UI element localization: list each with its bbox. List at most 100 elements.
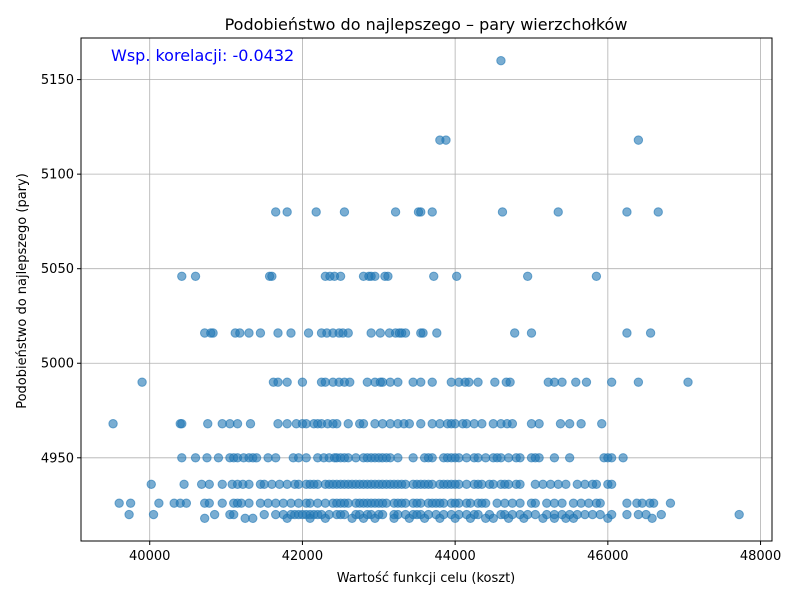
data-point <box>124 509 134 520</box>
data-point <box>390 207 401 217</box>
data-point <box>273 419 283 429</box>
data-point <box>251 453 262 463</box>
data-point <box>366 328 376 338</box>
data-point <box>534 453 544 463</box>
data-point <box>633 377 644 387</box>
data-point <box>603 513 613 524</box>
data-point <box>383 271 393 281</box>
data-point <box>404 513 415 524</box>
data-point <box>271 453 281 463</box>
y-axis-label: Podobieństwo do najlepszego (pary) <box>15 173 30 409</box>
data-point <box>509 328 520 338</box>
data-point <box>245 419 256 429</box>
data-point <box>282 377 292 387</box>
x-tick-label: 42000 <box>282 549 323 564</box>
data-point <box>339 207 350 217</box>
data-point <box>181 498 192 508</box>
data-point <box>320 513 331 524</box>
correlation-annotation: Wsp. korelacji: -0.0432 <box>111 46 294 65</box>
data-point <box>496 55 506 66</box>
data-point <box>591 271 602 281</box>
data-point <box>480 498 491 508</box>
data-point <box>488 513 499 524</box>
data-point <box>370 513 380 524</box>
data-point <box>648 498 659 508</box>
data-point <box>213 453 224 463</box>
data-point <box>377 509 388 520</box>
data-point <box>232 419 243 429</box>
data-point <box>503 513 514 524</box>
data-point <box>248 513 258 524</box>
data-point <box>204 498 214 508</box>
data-point <box>435 513 445 524</box>
data-point <box>190 271 201 281</box>
data-point <box>477 419 487 429</box>
data-point <box>622 498 632 508</box>
data-point <box>473 509 483 520</box>
data-point <box>564 419 575 429</box>
data-point <box>515 498 525 508</box>
data-point <box>393 377 403 387</box>
data-point <box>597 419 607 429</box>
data-point <box>418 328 428 338</box>
data-point <box>441 135 451 145</box>
data-point <box>347 513 357 524</box>
tick-labels: 40000 42000 44000 46000 48000 4950 5000 5050 510… <box>41 73 781 564</box>
data-point <box>429 271 439 281</box>
data-point <box>375 328 386 338</box>
data-point <box>591 479 602 489</box>
x-tick-label: 46000 <box>587 549 628 564</box>
data-point <box>209 509 220 520</box>
data-point <box>282 513 292 524</box>
data-point <box>507 419 518 429</box>
data-point <box>595 509 605 520</box>
data-point <box>311 207 321 217</box>
data-point <box>618 453 628 463</box>
data-point <box>235 328 245 338</box>
data-point <box>271 207 281 217</box>
data-point <box>297 377 308 387</box>
data-point <box>549 513 560 524</box>
data-point <box>451 271 462 281</box>
data-point <box>343 419 353 429</box>
x-tick-label: 44000 <box>434 549 475 564</box>
data-point <box>400 328 411 338</box>
data-point <box>303 328 314 338</box>
data-point <box>683 377 693 387</box>
data-point <box>515 479 525 489</box>
data-point <box>177 419 187 429</box>
data-point <box>305 513 315 524</box>
data-point <box>555 419 566 429</box>
data-point <box>301 453 311 463</box>
data-point <box>538 513 548 524</box>
x-tick-label: 48000 <box>740 549 781 564</box>
y-tick-label: 5000 <box>41 357 74 372</box>
data-point <box>734 509 744 520</box>
data-point <box>125 498 136 508</box>
data-point <box>581 377 592 387</box>
data-point <box>622 207 632 217</box>
data-point <box>576 419 586 429</box>
data-point <box>473 377 483 387</box>
data-point <box>665 498 676 508</box>
data-point <box>108 419 118 429</box>
data-point <box>633 135 644 145</box>
data-point <box>177 453 187 463</box>
data-point <box>345 377 355 387</box>
data-point <box>154 498 164 508</box>
data-point <box>530 498 541 508</box>
data-point <box>606 453 617 463</box>
data-point <box>505 377 515 387</box>
data-point <box>432 328 442 338</box>
data-point <box>522 271 533 281</box>
data-point <box>653 207 663 217</box>
data-point <box>244 498 254 508</box>
data-point <box>427 377 437 387</box>
data-point <box>408 453 418 463</box>
y-tick-label: 5100 <box>41 168 74 183</box>
data-point <box>564 453 575 463</box>
data-point <box>148 509 159 520</box>
data-point <box>335 271 346 281</box>
data-point <box>204 479 214 489</box>
data-point <box>358 419 369 429</box>
